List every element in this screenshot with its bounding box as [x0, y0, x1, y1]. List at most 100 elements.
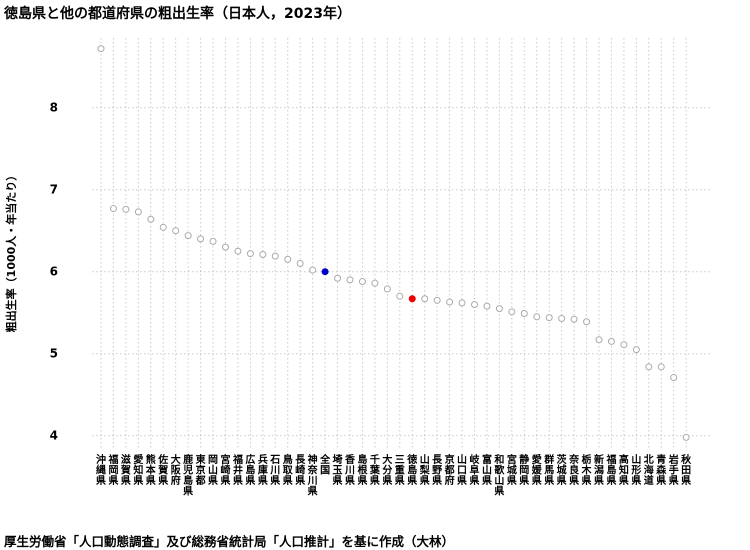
- y-tick-label: 4: [50, 429, 58, 443]
- x-tick-label: 滋賀県: [120, 453, 131, 487]
- x-tick-label: 徳島県: [406, 453, 417, 487]
- y-tick-label: 7: [50, 183, 58, 197]
- x-tick-label: 香川県: [344, 453, 355, 487]
- data-point: [209, 237, 217, 245]
- x-tick-label: 大分県: [382, 453, 392, 487]
- data-point: [259, 250, 267, 258]
- x-tick-label: 鹿児島県: [182, 453, 193, 498]
- data-point: [172, 227, 180, 235]
- data-point: [508, 308, 516, 316]
- data-point: [97, 45, 105, 53]
- chart-title: 徳島県と他の都道府県の粗出生率（日本人，2023年）: [4, 6, 351, 22]
- data-point: [383, 285, 391, 293]
- x-tick-label: 宮城県: [507, 453, 517, 487]
- data-point: [520, 310, 528, 318]
- x-tick-label: 静岡県: [519, 453, 529, 487]
- data-point: [421, 295, 429, 303]
- x-tick-label: 長崎県: [295, 454, 306, 487]
- x-tick-label: 長野県: [432, 454, 443, 487]
- y-axis-ticks: 4 5 6 7 8: [50, 101, 58, 443]
- x-tick-label: 大阪府: [171, 453, 182, 487]
- x-tick-label: 広島県: [245, 453, 255, 487]
- data-point: [159, 223, 167, 231]
- data-point: [147, 215, 155, 223]
- x-tick-label: 愛媛県: [531, 453, 543, 487]
- x-tick-label: 山梨県: [419, 453, 431, 487]
- y-tick-label: 5: [50, 347, 58, 361]
- data-point: [271, 252, 279, 260]
- data-point: [632, 346, 640, 354]
- x-tick-label: 岡山県: [208, 454, 218, 487]
- data-point: [346, 276, 354, 284]
- data-point: [334, 274, 342, 282]
- data-point: [184, 232, 192, 240]
- x-tick-label: 千葉県: [369, 453, 381, 487]
- x-tick-label: 青森県: [655, 453, 667, 487]
- x-tick-label: 岩手県: [668, 453, 679, 487]
- source-note: 厚生労働省「人口動態調査」及び総務省統計局「人口推計」を基に作成（大林）: [4, 534, 455, 549]
- data-point: [645, 363, 653, 371]
- data-point: [197, 235, 205, 243]
- x-tick-label: 茨城県: [557, 453, 567, 487]
- x-tick-label: 島根県: [357, 453, 367, 487]
- x-tick-label: 鳥取県: [283, 453, 294, 487]
- x-tick-label: 福岡県: [107, 453, 118, 487]
- data-point: [583, 318, 591, 326]
- x-tick-label: 北海道: [644, 453, 654, 487]
- x-tick-label: 東京都: [195, 453, 206, 487]
- x-tick-label: 佐賀県: [157, 453, 168, 487]
- grid-lines: [92, 38, 712, 448]
- data-point: [471, 301, 478, 308]
- data-point: [371, 279, 379, 287]
- data-point: [595, 336, 603, 344]
- y-tick-label: 6: [50, 265, 58, 279]
- x-tick-label: 岐阜県: [470, 453, 480, 487]
- data-point: [234, 247, 242, 255]
- data-point: [458, 299, 466, 307]
- data-point: [446, 298, 454, 306]
- data-point: [533, 313, 541, 321]
- data-point: [296, 260, 304, 267]
- x-tick-label: 三重県: [395, 454, 405, 487]
- x-tick-label: 奈良県: [568, 453, 580, 487]
- data-points: [97, 45, 690, 441]
- data-point: [396, 292, 404, 300]
- data-point: [483, 302, 491, 310]
- x-tick-label: 山形県: [631, 453, 641, 487]
- data-point: [246, 250, 254, 258]
- data-point: [433, 296, 441, 304]
- x-tick-label: 埼玉県: [333, 453, 343, 487]
- x-tick-label: 秋田県: [681, 453, 692, 487]
- data-point: [134, 208, 142, 216]
- x-tick-label: 福島県: [605, 453, 616, 487]
- x-tick-label: 沖縄県: [96, 453, 106, 487]
- x-tick-label: 福井県: [232, 453, 243, 487]
- data-point: [657, 363, 665, 371]
- x-tick-label: 石川県: [269, 454, 280, 487]
- x-tick-label: 和歌山県: [493, 453, 505, 498]
- data-point: [545, 314, 553, 322]
- y-tick-label: 8: [50, 101, 58, 115]
- highlight-point: [321, 268, 329, 276]
- data-point: [358, 278, 366, 286]
- x-tick-label: 山口県: [457, 453, 467, 487]
- x-tick-label: 富山県: [482, 453, 492, 487]
- data-point: [495, 305, 503, 313]
- data-point: [670, 373, 678, 381]
- x-tick-label: 高知県: [618, 453, 629, 487]
- data-point: [222, 243, 229, 251]
- x-tick-label: 神奈川県: [307, 453, 319, 498]
- data-point: [109, 205, 117, 213]
- x-tick-label: 愛知県: [132, 453, 143, 487]
- x-tick-label: 熊本県: [146, 453, 157, 487]
- y-axis-label: 粗出生率（1000人・年当たり）: [4, 170, 18, 333]
- data-point: [682, 433, 690, 441]
- highlight-point: [408, 295, 416, 303]
- data-point: [284, 255, 292, 263]
- x-tick-label: 栃木県: [581, 453, 593, 487]
- data-point: [607, 337, 615, 345]
- x-tick-label: 宮崎県: [221, 453, 231, 487]
- data-point: [122, 205, 130, 213]
- x-tick-label: 京都府: [444, 453, 455, 487]
